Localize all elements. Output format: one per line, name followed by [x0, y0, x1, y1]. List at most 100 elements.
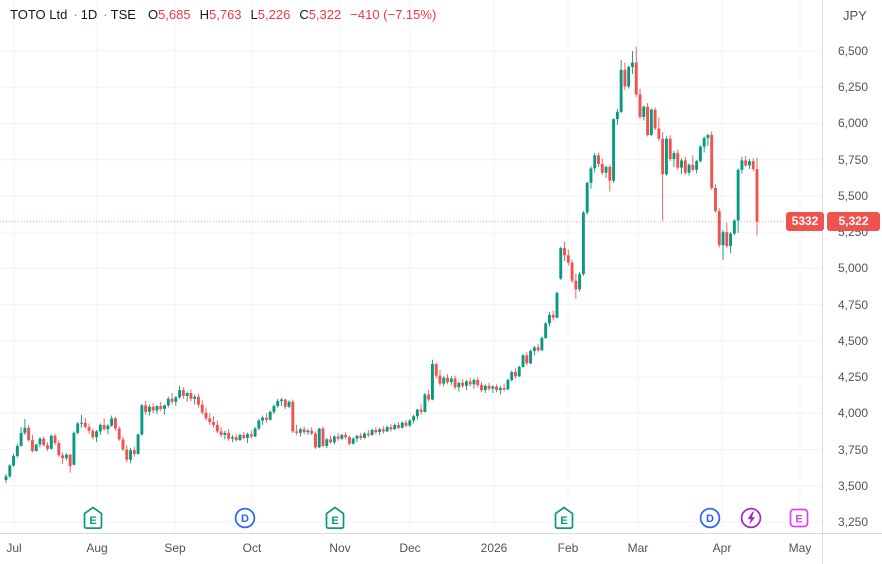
candle-body	[517, 366, 521, 377]
candle-body	[355, 435, 359, 439]
candle-body	[744, 160, 748, 166]
candle-body	[159, 406, 163, 409]
candle-body	[249, 434, 253, 437]
candle-body	[706, 135, 710, 138]
dividend-marker[interactable]: D	[699, 507, 721, 534]
candle-body	[680, 160, 683, 168]
candle-body	[457, 382, 461, 388]
candle-body	[581, 212, 585, 275]
svg-text:E: E	[795, 513, 802, 525]
time-axis-separator	[0, 533, 882, 534]
candle-body	[525, 355, 529, 364]
candle-body	[612, 119, 616, 181]
candle-body	[400, 422, 404, 428]
news-bolt-marker[interactable]	[740, 507, 762, 534]
candle-body	[298, 429, 302, 433]
candle-body	[170, 398, 174, 402]
candle-body	[23, 427, 27, 433]
candle-body	[540, 337, 544, 351]
low-value: 5,226	[257, 7, 291, 22]
time-tick-label: Nov	[329, 541, 351, 555]
time-tick-label: Sep	[164, 541, 186, 555]
candle-body	[419, 409, 423, 412]
candle-body	[434, 364, 438, 376]
candle-body	[480, 385, 483, 391]
interval-label[interactable]: 1D	[80, 7, 98, 22]
candle-body	[415, 409, 419, 417]
price-tick-label: 3,750	[838, 442, 869, 457]
candle-body	[181, 390, 185, 396]
candle-body	[600, 164, 604, 173]
candle-body	[287, 401, 291, 407]
earnings-marker[interactable]: E	[324, 506, 346, 535]
candle-body	[321, 428, 325, 446]
candle-body	[397, 424, 400, 428]
candle-body	[578, 274, 582, 290]
candle-body	[502, 387, 506, 390]
candle-body	[91, 430, 95, 438]
earnings-upcoming-marker[interactable]: E	[789, 508, 809, 533]
candle-body	[155, 406, 159, 411]
candle-body	[125, 449, 129, 460]
earnings-marker[interactable]: E	[82, 506, 104, 535]
candle-body	[751, 161, 755, 170]
candle-body	[468, 381, 472, 385]
candle-body	[438, 375, 442, 384]
candle-body	[634, 62, 638, 95]
candle-body	[15, 445, 19, 457]
candle-body	[717, 211, 721, 246]
candle-body	[106, 425, 110, 430]
candle-body	[61, 455, 65, 459]
candle-body	[638, 94, 642, 117]
open-label: O	[147, 7, 159, 22]
candle-body	[570, 262, 574, 281]
time-tick-label: Aug	[86, 541, 108, 555]
candle-body	[593, 155, 597, 169]
candle-body	[740, 160, 744, 170]
price-tick-label: 4,250	[838, 370, 869, 385]
candle-body	[408, 420, 412, 426]
time-tick-label: Jul	[6, 541, 22, 555]
symbol-name[interactable]: TOTO Ltd	[10, 7, 68, 22]
price-tick-label: 4,000	[838, 406, 869, 421]
candle-body	[204, 412, 208, 419]
candle-body	[268, 411, 272, 420]
candle-body	[472, 379, 476, 385]
earnings-marker[interactable]: E	[553, 506, 575, 535]
candle-body	[563, 248, 566, 256]
price-tick-label: 4,500	[838, 333, 869, 348]
candle-body	[555, 293, 559, 318]
candle-body	[310, 430, 314, 434]
candle-body	[302, 429, 306, 433]
high-label: H	[199, 7, 209, 22]
candle-body	[483, 385, 487, 391]
candle-body	[506, 379, 510, 390]
candle-body	[393, 424, 397, 430]
price-tick-label: 5,750	[838, 152, 869, 167]
candle-body	[529, 350, 533, 364]
low-label: L	[250, 7, 258, 22]
candle-body	[223, 432, 227, 436]
candle-body	[30, 440, 34, 451]
candle-body	[646, 106, 650, 136]
candle-body	[49, 435, 53, 449]
candle-body	[178, 390, 182, 398]
candle-body	[446, 377, 449, 383]
candle-body	[687, 164, 691, 173]
candle-body	[664, 138, 668, 175]
candle-body	[736, 169, 740, 221]
candle-body	[200, 404, 204, 413]
dividend-marker[interactable]: D	[234, 507, 256, 534]
candle-body	[532, 347, 536, 351]
close-value: 5,322	[308, 7, 342, 22]
candle-body	[732, 220, 736, 234]
candle-body	[163, 405, 166, 409]
last-price-badge: 5,322	[827, 212, 880, 231]
candle-body	[64, 454, 68, 459]
candle-body	[34, 444, 38, 451]
price-tick-label: 5,000	[838, 261, 869, 276]
candle-body	[261, 417, 265, 421]
candle-body	[291, 401, 295, 432]
time-tick-label: Feb	[557, 541, 579, 555]
